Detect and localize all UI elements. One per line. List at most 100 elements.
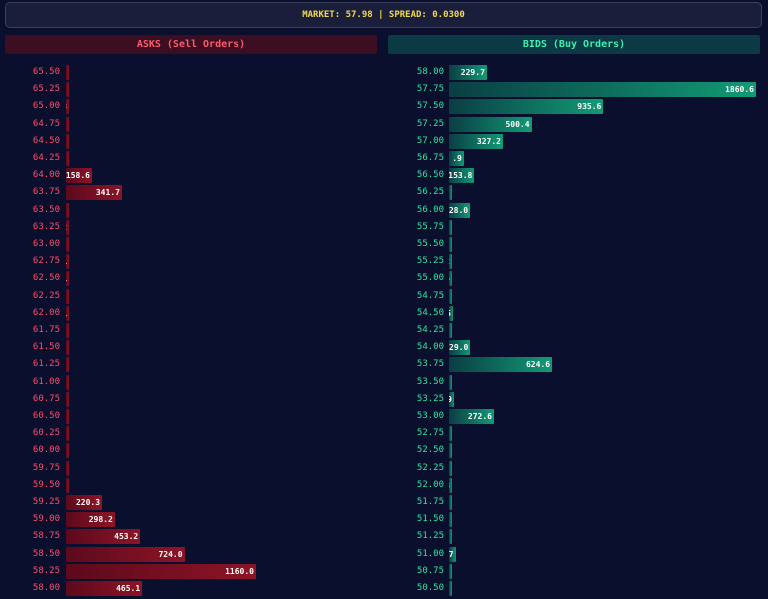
- asks-row[interactable]: 60.75: [0, 391, 768, 408]
- bids-quantity: 8: [449, 478, 450, 493]
- bids-price: 57.25: [416, 118, 444, 129]
- bids-row[interactable]: 52.50: [0, 442, 768, 459]
- bids-row[interactable]: 54.25: [0, 322, 768, 339]
- asks-price: 59.75: [32, 462, 60, 473]
- bids-row[interactable]: 53.25 9: [0, 391, 768, 408]
- asks-depth-bar: [66, 477, 69, 493]
- bids-quantity: 624.6: [525, 360, 551, 370]
- bids-quantity: 2: [449, 254, 450, 269]
- bids-row[interactable]: 53.75 624.6: [0, 356, 768, 373]
- bids-depth-bar: 8: [449, 477, 452, 493]
- asks-price: 63.50: [32, 204, 60, 215]
- bids-quantity: .7: [449, 549, 454, 559]
- bids-depth-bar: [449, 443, 452, 459]
- asks-depth-bar: .1: [66, 254, 69, 270]
- bids-row[interactable]: 54.00 29.0: [0, 339, 768, 356]
- asks-depth-bar: .2: [66, 219, 69, 235]
- asks-row[interactable]: 59.75: [0, 460, 768, 477]
- bids-quantity: 153.8: [449, 171, 473, 181]
- bids-depth-bar: [449, 237, 452, 252]
- bids-row[interactable]: 56.25: [0, 184, 768, 201]
- asks-row[interactable]: 60.00: [0, 442, 768, 459]
- asks-row[interactable]: 59.25 220.3: [0, 494, 768, 511]
- asks-row[interactable]: 61.25: [0, 356, 768, 373]
- bids-row[interactable]: 55.75: [0, 219, 768, 236]
- bids-row[interactable]: 57.75 1860.6: [0, 81, 768, 98]
- bids-row[interactable]: 52.00 8: [0, 477, 768, 494]
- bids-row[interactable]: 56.50 153.8: [0, 167, 768, 184]
- bids-depth-bar: 9: [449, 391, 454, 407]
- bids-row[interactable]: 57.25 500.4: [0, 116, 768, 133]
- bids-quantity: 29.0: [449, 343, 469, 353]
- asks-row[interactable]: 59.00 298.2: [0, 511, 768, 528]
- asks-row[interactable]: 63.00: [0, 236, 768, 253]
- asks-title: ASKS (Sell Orders): [136, 39, 246, 50]
- asks-depth-bar: [66, 237, 69, 252]
- asks-row[interactable]: 64.50: [0, 133, 768, 150]
- asks-row[interactable]: 62.00 1: [0, 305, 768, 322]
- asks-depth-bar: [66, 357, 69, 373]
- asks-row[interactable]: 60.25: [0, 425, 768, 442]
- asks-row[interactable]: 58.75 453.2: [0, 528, 768, 545]
- asks-row[interactable]: 64.75: [0, 116, 768, 133]
- asks-quantity: 453.2: [114, 532, 139, 542]
- bids-row[interactable]: 56.75 .9: [0, 150, 768, 167]
- bids-row[interactable]: 51.25: [0, 528, 768, 545]
- asks-row[interactable]: 65.00 9.3: [0, 98, 768, 115]
- bids-row[interactable]: 55.25 2: [0, 253, 768, 270]
- asks-depth-bar: 158.6: [66, 168, 92, 184]
- bids-row[interactable]: 54.75: [0, 288, 768, 305]
- bids-row[interactable]: 52.25: [0, 460, 768, 477]
- asks-row[interactable]: 58.50 724.0: [0, 546, 768, 563]
- asks-row[interactable]: 58.25 1160.0: [0, 563, 768, 580]
- asks-price: 62.00: [32, 307, 60, 318]
- asks-row[interactable]: 61.75: [0, 322, 768, 339]
- bids-row[interactable]: 53.00 272.6: [0, 408, 768, 425]
- bids-row[interactable]: 50.50: [0, 580, 768, 597]
- bids-row[interactable]: 51.50: [0, 511, 768, 528]
- asks-price: 64.75: [32, 118, 60, 129]
- bids-row[interactable]: 53.50: [0, 374, 768, 391]
- bids-row[interactable]: 54.50 5: [0, 305, 768, 322]
- bids-row[interactable]: 50.75: [0, 563, 768, 580]
- asks-depth-bar: 9.3: [66, 99, 69, 115]
- bids-row[interactable]: 51.00 .7: [0, 546, 768, 563]
- bids-row[interactable]: 57.50 935.6: [0, 98, 768, 115]
- asks-row[interactable]: 62.50 6.1: [0, 270, 768, 287]
- bids-quantity: .9: [452, 154, 462, 163]
- bids-price: 53.25: [416, 393, 444, 404]
- asks-depth-bar: [66, 116, 69, 132]
- bids-row[interactable]: 57.00 327.2: [0, 133, 768, 150]
- asks-price: 62.75: [32, 256, 60, 267]
- asks-row[interactable]: 62.75 .1: [0, 253, 768, 270]
- asks-row[interactable]: 61.00: [0, 374, 768, 391]
- asks-row[interactable]: 65.25: [0, 81, 768, 98]
- bids-price: 58.00: [416, 67, 444, 77]
- bids-price: 51.00: [416, 548, 444, 559]
- asks-row[interactable]: 64.00 158.6: [0, 167, 768, 184]
- asks-quantity: 220.3: [75, 498, 101, 507]
- bids-row[interactable]: 55.00 5: [0, 270, 768, 287]
- asks-row[interactable]: 63.50: [0, 202, 768, 219]
- asks-price: 60.25: [32, 428, 60, 439]
- asks-row[interactable]: 60.50: [0, 408, 768, 425]
- asks-row[interactable]: 58.00 465.1: [0, 580, 768, 597]
- bids-depth-bar: 1860.6: [449, 82, 756, 98]
- bids-row[interactable]: 52.75: [0, 425, 768, 442]
- asks-row[interactable]: 63.25 .2: [0, 219, 768, 236]
- bids-header: BIDS (Buy Orders): [388, 35, 760, 54]
- asks-row[interactable]: 61.50: [0, 339, 768, 356]
- bids-row[interactable]: 55.50: [0, 236, 768, 253]
- asks-depth-bar: 465.1: [66, 581, 143, 596]
- bids-row[interactable]: 58.00 229.7: [0, 64, 768, 81]
- asks-row[interactable]: 64.25: [0, 150, 768, 167]
- bids-row[interactable]: 56.00 28.0: [0, 202, 768, 219]
- asks-row[interactable]: 65.50: [0, 64, 768, 81]
- asks-row[interactable]: 59.50: [0, 477, 768, 494]
- bids-price: 57.50: [416, 101, 444, 112]
- asks-row[interactable]: 63.75 341.7: [0, 184, 768, 201]
- bids-row[interactable]: 51.75: [0, 494, 768, 511]
- asks-price: 58.50: [32, 548, 60, 559]
- asks-row[interactable]: 62.25: [0, 288, 768, 305]
- bids-depth-bar: 272.6: [449, 409, 494, 424]
